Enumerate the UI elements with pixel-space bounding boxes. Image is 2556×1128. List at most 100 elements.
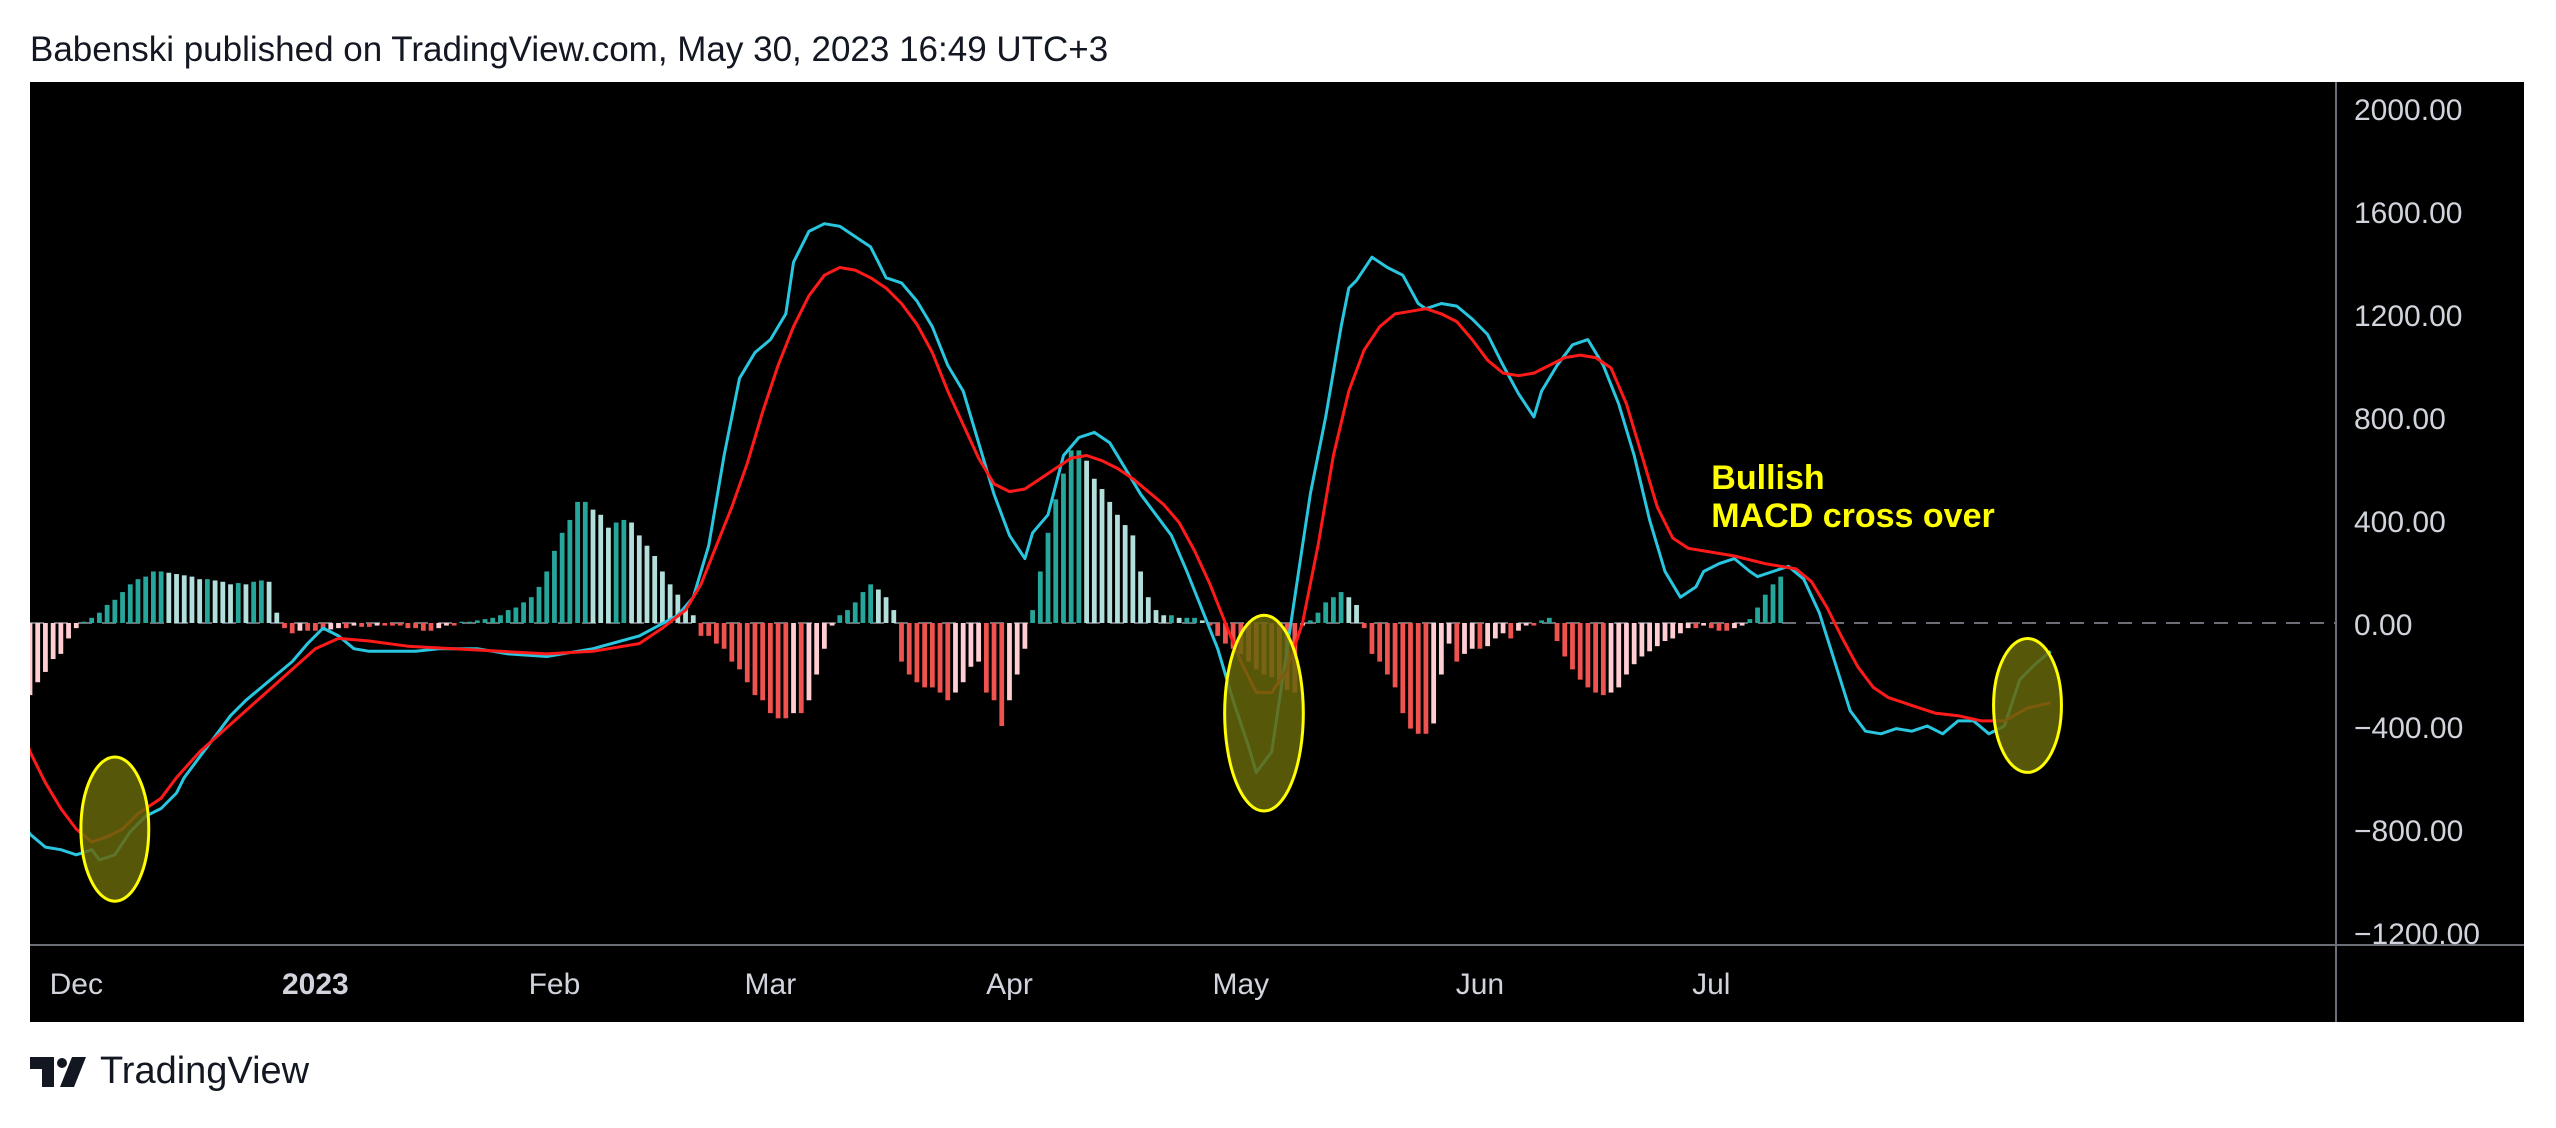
histogram-bar	[405, 622, 411, 629]
x-tick-label: Feb	[529, 968, 581, 1001]
histogram-bar	[1531, 622, 1537, 626]
histogram-bar	[1061, 473, 1066, 623]
histogram-bar	[1099, 489, 1105, 623]
histogram-bar	[1091, 478, 1097, 623]
time-axis[interactable]: NovDec2023FebMarAprMayJunJul	[0, 968, 1731, 1001]
histogram-bar	[127, 584, 133, 623]
y-tick-label: 2000.00	[2354, 94, 2462, 127]
histogram-bar	[1176, 617, 1182, 623]
histogram-bar	[1747, 619, 1753, 623]
price-axis[interactable]: 2000.00 1600.00 1200.00 800.00 400.00 0.00 −40…	[2354, 94, 2480, 951]
histogram-bar	[1053, 499, 1059, 623]
y-tick-label: −400.00	[2354, 712, 2463, 745]
y-tick-label: 1600.00	[2354, 197, 2462, 230]
histogram-bar	[174, 574, 179, 623]
histogram-bar	[698, 622, 704, 636]
histogram-bar	[899, 622, 904, 662]
histogram-bar	[1516, 622, 1521, 631]
histogram-bar	[991, 622, 997, 701]
histogram-bar	[81, 621, 87, 623]
histogram-bar	[1554, 622, 1560, 642]
x-tick-label: May	[1212, 968, 1269, 1001]
histogram-bar	[66, 622, 71, 639]
histogram-bar	[104, 604, 110, 623]
histogram-bar	[444, 622, 449, 626]
histogram-bar	[752, 622, 758, 696]
histogram-bar	[343, 622, 349, 629]
histogram-bar	[1570, 622, 1575, 670]
histogram-bar	[1678, 622, 1683, 634]
histogram-bar	[4, 623, 9, 726]
histogram-bar	[274, 612, 280, 623]
histogram-bar	[297, 622, 303, 631]
histogram-bar	[58, 622, 64, 654]
histogram-bar	[498, 615, 503, 623]
histogram-bar	[1223, 622, 1228, 644]
annotation-text-line: MACD cross over	[1711, 497, 1994, 535]
histogram-bar	[590, 509, 596, 623]
histogram-bar	[606, 527, 611, 623]
histogram-bar	[922, 622, 928, 688]
histogram-bar	[706, 622, 712, 636]
histogram-bar	[552, 550, 557, 623]
histogram-bar	[1546, 617, 1552, 623]
histogram-bar	[1169, 615, 1174, 623]
histogram-bar	[621, 519, 627, 623]
histogram-bar	[968, 622, 974, 667]
histogram-bar	[1423, 622, 1429, 734]
x-tick-label: Jul	[1692, 968, 1730, 1001]
histogram-bar	[883, 597, 889, 623]
histogram-bar	[1755, 607, 1760, 623]
histogram-bar	[1585, 622, 1591, 688]
histogram-bar	[891, 610, 897, 623]
histogram-bar	[536, 586, 542, 623]
histogram-bar	[420, 622, 426, 631]
tradingview-logo[interactable]: TradingView	[30, 1050, 309, 1093]
histogram-bar	[50, 622, 56, 660]
histogram-bar	[1145, 597, 1151, 623]
histogram-bar	[312, 622, 318, 631]
histogram-bar	[289, 622, 295, 634]
histogram-bar	[744, 622, 750, 683]
histogram-bar	[1377, 622, 1383, 662]
histogram-bar	[1408, 622, 1413, 729]
x-tick-label: Apr	[986, 968, 1033, 1001]
histogram-bar	[1701, 622, 1706, 626]
histogram-bar	[490, 617, 496, 623]
histogram-bar	[1770, 584, 1776, 623]
histogram-bar	[1739, 622, 1745, 626]
histogram-bar	[166, 572, 172, 623]
histogram-bar	[1400, 622, 1406, 714]
histogram-bar	[212, 580, 218, 623]
histogram-bar	[714, 622, 719, 644]
histogram-bar	[1315, 612, 1321, 623]
histogram-bar	[197, 579, 203, 623]
x-tick-label: Jun	[1456, 968, 1504, 1001]
histogram-bar	[868, 584, 874, 623]
histogram-bar	[1153, 610, 1159, 623]
histogram-bar	[1207, 622, 1213, 626]
histogram-bar	[12, 623, 17, 718]
histogram-bar	[228, 584, 233, 623]
histogram-bar	[243, 584, 249, 623]
histogram-bar	[852, 602, 858, 623]
histogram-bar	[73, 622, 79, 629]
histogram-bar	[143, 576, 149, 623]
histogram-bar	[397, 622, 403, 626]
histogram-bar	[89, 617, 95, 623]
histogram-bar	[791, 622, 796, 714]
histogram-bar	[652, 556, 658, 623]
histogram-bar	[336, 622, 341, 629]
histogram-bar	[660, 571, 665, 623]
histogram-bar	[945, 622, 951, 701]
histogram-bar	[1485, 622, 1491, 647]
y-tick-label: −1200.00	[2354, 918, 2480, 951]
histogram-bar	[1161, 615, 1167, 623]
y-tick-label: 400.00	[2354, 506, 2446, 539]
histogram-bar	[1014, 622, 1020, 675]
histogram-bar	[428, 622, 434, 631]
histogram-bar	[806, 622, 812, 701]
histogram-bar	[1138, 571, 1143, 623]
histogram-bar	[1007, 622, 1012, 701]
